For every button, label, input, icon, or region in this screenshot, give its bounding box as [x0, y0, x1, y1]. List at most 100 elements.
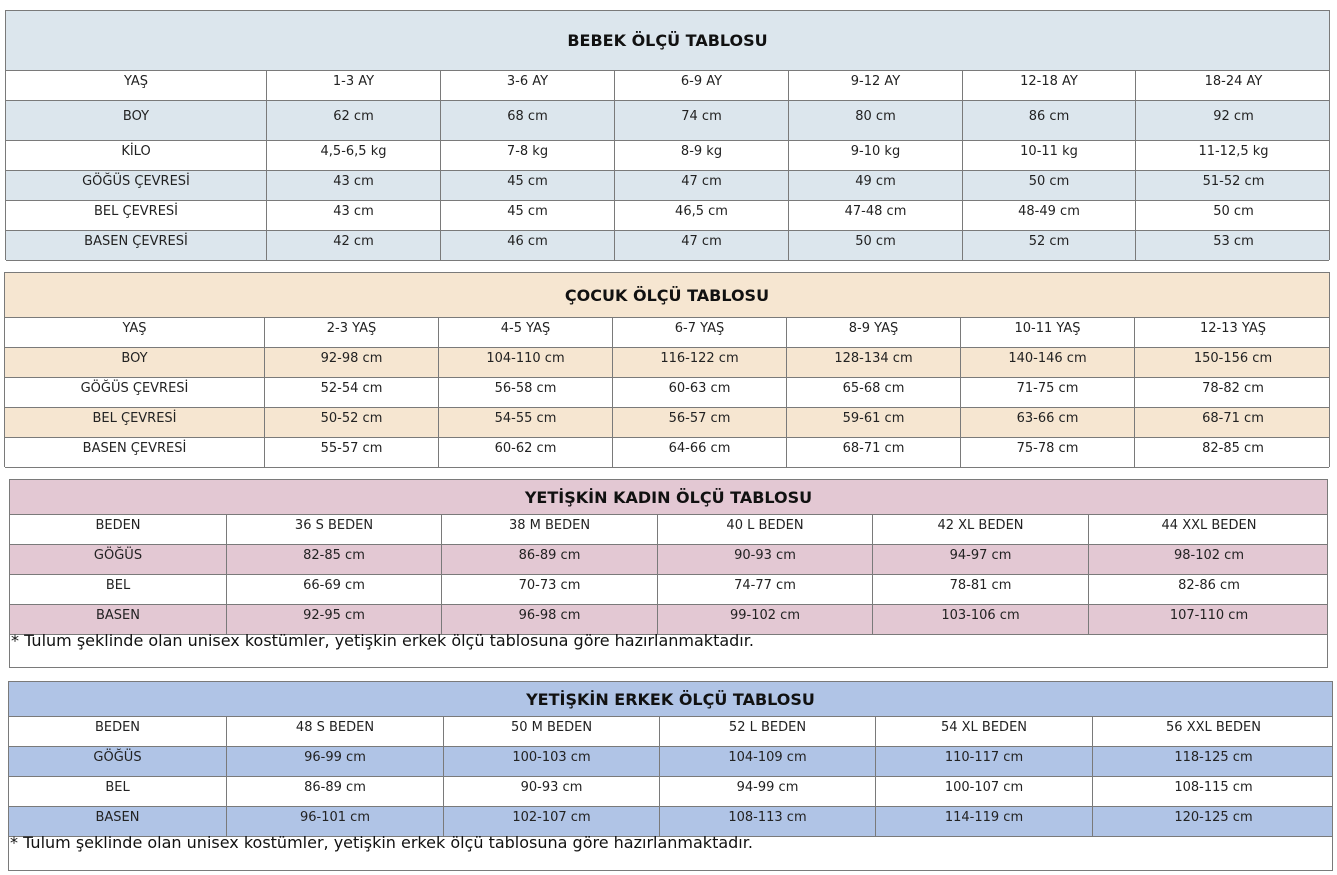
- table-row: BOY 62 cm 68 cm 74 cm 80 cm 86 cm 92 cm: [6, 100, 1329, 141]
- row-label: BASEN: [9, 807, 227, 836]
- row-label: BEL ÇEVRESİ: [5, 408, 265, 437]
- table-cell: 140-146 cm: [961, 348, 1135, 377]
- table-cell: 45 cm: [441, 201, 615, 230]
- table-row: BASEN ÇEVRESİ 42 cm 46 cm 47 cm 50 cm 52 cm 53…: [6, 230, 1329, 261]
- table-cell: 120-125 cm: [1174, 810, 1253, 825]
- table-cell: 82-85 cm: [1202, 441, 1264, 456]
- row-label: BASEN ÇEVRESİ: [5, 438, 265, 467]
- row-label: BEL ÇEVRESİ: [6, 201, 267, 230]
- table-cell: 82-86 cm: [1178, 578, 1240, 593]
- table-row: BEL ÇEVRESİ 43 cm 45 cm 46,5 cm 47-48 cm 48-4…: [6, 200, 1329, 231]
- table-cell: 10-11 kg: [963, 141, 1136, 170]
- table-cell: 10-11 YAŞ: [961, 318, 1135, 347]
- table-cell: 59-61 cm: [787, 408, 961, 437]
- table-cell: 53 cm: [1213, 234, 1254, 249]
- table-cell: 8-9 YAŞ: [787, 318, 961, 347]
- table-cell: 92-95 cm: [227, 605, 442, 634]
- table-cell: 68-71 cm: [1202, 411, 1264, 426]
- table-cell: 103-106 cm: [873, 605, 1089, 634]
- table-cell: 98-102 cm: [1174, 548, 1244, 563]
- table-cell: 48 S BEDEN: [227, 717, 444, 746]
- table-cell: 110-117 cm: [876, 747, 1093, 776]
- table-row: BEL 86-89 cm 90-93 cm 94-99 cm 100-107 cm 108…: [9, 776, 1332, 807]
- table-cell: 86-89 cm: [227, 777, 444, 806]
- table-cell: 49 cm: [789, 171, 963, 200]
- table-cell: 108-113 cm: [660, 807, 876, 836]
- table-cell: 46,5 cm: [615, 201, 789, 230]
- table-row: BEDEN 36 S BEDEN 38 M BEDEN 40 L BEDEN 42 XL…: [10, 514, 1327, 545]
- table-cell: 51-52 cm: [1202, 174, 1265, 189]
- row-label: BASEN: [10, 605, 227, 634]
- footnote: * Tulum şeklinde olan unisex kostümler, …: [11, 631, 754, 650]
- table-cell: 94-97 cm: [873, 545, 1089, 574]
- table-cell: 96-101 cm: [227, 807, 444, 836]
- table-cell: 43 cm: [267, 171, 441, 200]
- table-cell: 50-52 cm: [265, 408, 439, 437]
- table-cell: 64-66 cm: [613, 438, 787, 467]
- table-cell: 102-107 cm: [444, 807, 660, 836]
- table-cell: 9-12 AY: [789, 71, 963, 100]
- table-cell: 114-119 cm: [876, 807, 1093, 836]
- table-title: YETİŞKİN KADIN ÖLÇÜ TABLOSU: [10, 480, 1327, 515]
- table-cell: 86 cm: [963, 101, 1136, 140]
- table-cell: 52-54 cm: [265, 378, 439, 407]
- table-cell: 50 M BEDEN: [444, 717, 660, 746]
- table-cell: 90-93 cm: [444, 777, 660, 806]
- table-cell: 12-18 AY: [963, 71, 1136, 100]
- table-row: KİLO 4,5-6,5 kg 7-8 kg 8-9 kg 9-10 kg 10-11 k…: [6, 140, 1329, 171]
- table-cell: 56 XXL BEDEN: [1166, 720, 1261, 735]
- table-cell: 75-78 cm: [961, 438, 1135, 467]
- row-label: BOY: [6, 101, 267, 140]
- table-cell: 108-115 cm: [1174, 780, 1253, 795]
- table-row: BASEN 92-95 cm 96-98 cm 99-102 cm 103-106 cm…: [10, 604, 1327, 635]
- table-cell: 4,5-6,5 kg: [267, 141, 441, 170]
- table-cell: 128-134 cm: [787, 348, 961, 377]
- table-cell: 47 cm: [615, 231, 789, 260]
- table-cell: 45 cm: [441, 171, 615, 200]
- table-cell: 42 XL BEDEN: [873, 515, 1089, 544]
- table-cell: 4-5 YAŞ: [439, 318, 613, 347]
- table-row: GÖĞÜS ÇEVRESİ 43 cm 45 cm 47 cm 49 cm 50 cm 51…: [6, 170, 1329, 201]
- table-cell: 56-58 cm: [439, 378, 613, 407]
- table-cell: 3-6 AY: [441, 71, 615, 100]
- table-cell: 150-156 cm: [1193, 351, 1273, 366]
- table-cell: 48-49 cm: [963, 201, 1136, 230]
- bebek-size-table: BEBEK ÖLÇÜ TABLOSU YAŞ 1-3 AY 3-6 AY 6-9 AY 9…: [5, 10, 1330, 261]
- table-cell: 96-98 cm: [442, 605, 658, 634]
- table-cell: 99-102 cm: [658, 605, 873, 634]
- table-cell: 63-66 cm: [961, 408, 1135, 437]
- table-cell: 47-48 cm: [789, 201, 963, 230]
- table-cell: 7-8 kg: [441, 141, 615, 170]
- row-label: GÖĞÜS: [10, 545, 227, 574]
- table-cell: 70-73 cm: [442, 575, 658, 604]
- table-cell: 60-62 cm: [439, 438, 613, 467]
- table-row: BASEN 96-101 cm 102-107 cm 108-113 cm 114-11…: [9, 806, 1332, 837]
- table-row: GÖĞÜS 96-99 cm 100-103 cm 104-109 cm 110-117…: [9, 746, 1332, 777]
- table-cell: 116-122 cm: [613, 348, 787, 377]
- table-title: YETİŞKİN ERKEK ÖLÇÜ TABLOSU: [9, 682, 1332, 717]
- table-cell: 47 cm: [615, 171, 789, 200]
- table-cell: 1-3 AY: [267, 71, 441, 100]
- table-row: BOY 92-98 cm 104-110 cm 116-122 cm 128-134 c…: [5, 347, 1329, 378]
- table-cell: 65-68 cm: [787, 378, 961, 407]
- table-cell: 96-99 cm: [227, 747, 444, 776]
- row-label: GÖĞÜS: [9, 747, 227, 776]
- table-cell: 50 cm: [1213, 204, 1254, 219]
- row-label: YAŞ: [6, 71, 267, 100]
- table-cell: 54 XL BEDEN: [876, 717, 1093, 746]
- table-cell: 62 cm: [267, 101, 441, 140]
- table-cell: 42 cm: [267, 231, 441, 260]
- table-cell: 43 cm: [267, 201, 441, 230]
- table-cell: 82-85 cm: [227, 545, 442, 574]
- footnote: * Tulum şeklinde olan unisex kostümler, …: [10, 833, 753, 852]
- table-cell: 46 cm: [441, 231, 615, 260]
- table-cell: 71-75 cm: [961, 378, 1135, 407]
- table-cell: 68-71 cm: [787, 438, 961, 467]
- table-cell: 90-93 cm: [658, 545, 873, 574]
- table-row: BASEN ÇEVRESİ 55-57 cm 60-62 cm 64-66 cm 68-…: [5, 437, 1329, 468]
- table-cell: 36 S BEDEN: [227, 515, 442, 544]
- table-cell: 100-107 cm: [876, 777, 1093, 806]
- table-title: BEBEK ÖLÇÜ TABLOSU: [6, 11, 1329, 71]
- table-cell: 38 M BEDEN: [442, 515, 658, 544]
- kadin-size-table: YETİŞKİN KADIN ÖLÇÜ TABLOSU BEDEN 36 S BED…: [9, 479, 1328, 668]
